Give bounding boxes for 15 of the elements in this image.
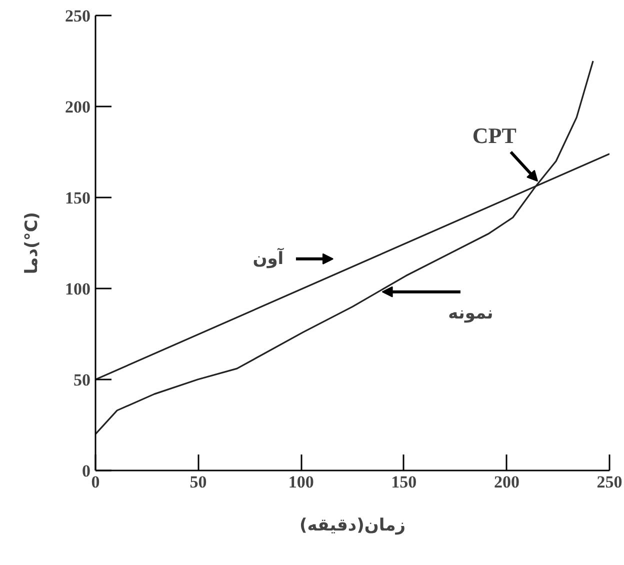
y-tick-label: 100 [65,280,90,298]
text: نمونه [448,304,494,324]
x-tick-label: 50 [190,472,207,492]
x-tick-label: 250 [596,472,622,492]
x-tick-label: 150 [391,472,417,492]
y-axis-title: دما(°C) [22,212,42,274]
y-tick-label: 150 [65,188,90,208]
x-tick-label: 200 [494,472,520,492]
annotation: CPT [472,123,517,148]
y-tick-label: 250 [65,6,90,26]
x-axis-title: زمان(دقیقه) [299,516,406,536]
y-tick-label: 200 [65,98,90,116]
x-tick-label: 100 [288,472,314,492]
series-label: آون [252,246,285,269]
y-tick-label: 50 [74,370,90,390]
